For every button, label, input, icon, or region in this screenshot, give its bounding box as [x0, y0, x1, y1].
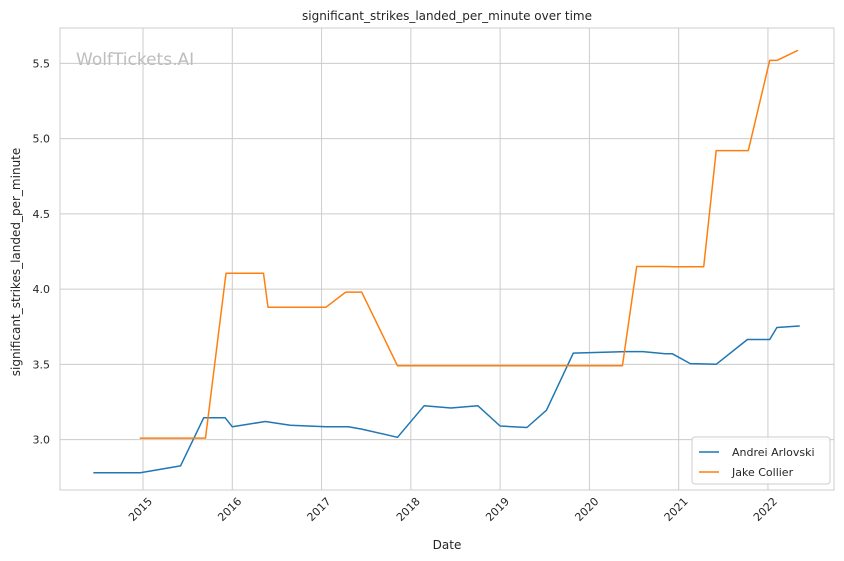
y-tick-label: 5.5 [33, 57, 51, 70]
y-tick-label: 4.5 [33, 208, 51, 221]
y-tick-label: 3.0 [33, 434, 51, 447]
series-layer [93, 49, 800, 474]
x-axis-label: Date [433, 538, 462, 552]
legend-box [691, 436, 831, 485]
series-line-andrei-arlovski [93, 325, 800, 474]
watermark: WolfTickets.AI [76, 50, 194, 70]
y-tick-label: 5.0 [33, 133, 51, 146]
y-axis-label: significant_strikes_landed_per_minute [9, 148, 23, 377]
plot-frame [59, 27, 835, 491]
series-line-jake-collier [139, 49, 799, 439]
y-tick-label: 3.5 [33, 358, 51, 371]
legend-label-andrei-arlovski: Andrei Arlovski [732, 446, 815, 459]
legend: Andrei Arlovski Jake Collier [691, 436, 831, 485]
chart-title: significant_strikes_landed_per_minute ov… [302, 9, 592, 23]
y-tick-labels: 3.0 3.5 4.0 4.5 5.0 5.5 [33, 57, 51, 446]
y-tick-label: 4.0 [33, 283, 51, 296]
legend-label-jake-collier: Jake Collier [731, 466, 794, 479]
